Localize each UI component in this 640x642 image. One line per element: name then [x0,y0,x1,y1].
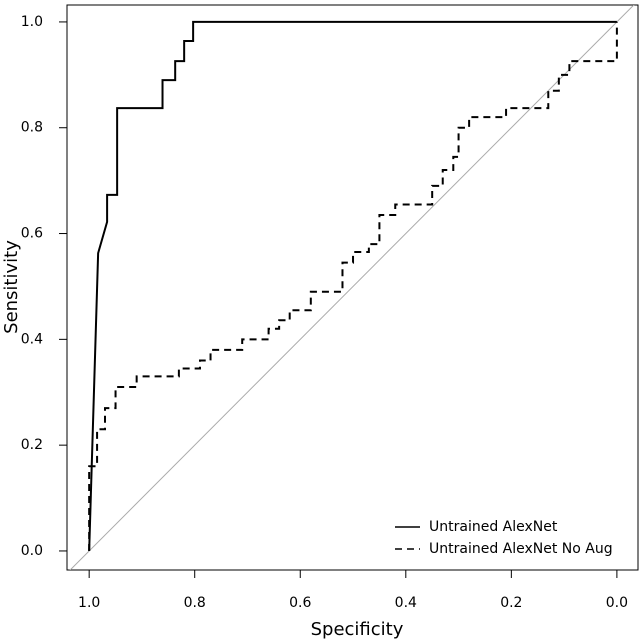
x-tick-label: 0.2 [500,595,522,611]
y-tick-label: 0.4 [21,331,43,347]
plot-frame [66,4,639,571]
legend-label: Untrained AlexNet [429,519,558,535]
roc-line [88,21,618,551]
y-tick-label: 0.2 [21,437,43,453]
x-axis-label: Specificity [311,619,404,640]
y-axis-label: Sensitivity [1,240,22,334]
x-tick-label: 1.0 [78,595,100,611]
y-tick-label: 0.0 [21,543,43,559]
reference-diagonal [69,5,635,570]
x-tick-label: 0.0 [606,595,628,611]
x-tick-label: 0.4 [395,595,417,611]
y-tick-label: 0.8 [21,120,43,136]
roc-line [88,20,617,551]
y-tick-label: 0.6 [21,226,43,242]
legend-label: Untrained AlexNet No Aug [429,541,613,557]
x-tick-label: 0.8 [184,595,206,611]
y-tick-label: 1.0 [21,14,43,30]
x-tick-label: 0.6 [289,595,311,611]
